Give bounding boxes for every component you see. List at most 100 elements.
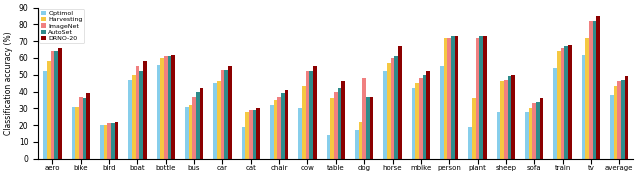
Bar bbox=[224, 70, 228, 159]
Bar bbox=[281, 93, 285, 159]
Bar bbox=[228, 66, 232, 159]
Bar bbox=[160, 58, 164, 159]
Bar bbox=[532, 103, 536, 159]
Bar bbox=[554, 68, 557, 159]
Bar bbox=[540, 98, 543, 159]
Bar bbox=[111, 123, 115, 159]
Bar bbox=[217, 81, 221, 159]
Y-axis label: Classification accuracy (%): Classification accuracy (%) bbox=[4, 31, 13, 135]
Bar bbox=[245, 112, 249, 159]
Bar bbox=[83, 98, 86, 159]
Bar bbox=[383, 71, 387, 159]
Bar bbox=[355, 130, 358, 159]
Bar bbox=[568, 45, 572, 159]
Bar bbox=[338, 88, 341, 159]
Bar bbox=[511, 75, 515, 159]
Bar bbox=[326, 135, 330, 159]
Bar bbox=[582, 55, 586, 159]
Bar bbox=[426, 71, 430, 159]
Bar bbox=[390, 58, 394, 159]
Bar bbox=[72, 107, 75, 159]
Bar bbox=[189, 105, 192, 159]
Bar bbox=[479, 36, 483, 159]
Bar bbox=[309, 71, 313, 159]
Bar bbox=[589, 21, 593, 159]
Bar bbox=[586, 38, 589, 159]
Bar bbox=[362, 78, 366, 159]
Bar bbox=[504, 80, 508, 159]
Bar bbox=[419, 78, 422, 159]
Bar bbox=[157, 65, 160, 159]
Bar bbox=[47, 61, 51, 159]
Bar bbox=[614, 86, 618, 159]
Bar bbox=[43, 71, 47, 159]
Bar bbox=[455, 36, 458, 159]
Bar bbox=[422, 75, 426, 159]
Bar bbox=[497, 112, 500, 159]
Bar bbox=[79, 97, 83, 159]
Bar bbox=[54, 51, 58, 159]
Bar bbox=[618, 81, 621, 159]
Bar bbox=[500, 81, 504, 159]
Bar bbox=[625, 76, 628, 159]
Bar bbox=[415, 83, 419, 159]
Bar bbox=[172, 55, 175, 159]
Bar bbox=[302, 86, 306, 159]
Bar bbox=[557, 51, 561, 159]
Bar bbox=[313, 66, 317, 159]
Bar bbox=[596, 16, 600, 159]
Bar bbox=[274, 100, 277, 159]
Bar bbox=[164, 56, 168, 159]
Bar bbox=[483, 36, 487, 159]
Bar bbox=[621, 80, 625, 159]
Bar bbox=[270, 105, 274, 159]
Bar bbox=[593, 21, 596, 159]
Bar bbox=[51, 51, 54, 159]
Bar bbox=[440, 66, 444, 159]
Bar bbox=[108, 123, 111, 159]
Bar bbox=[221, 70, 224, 159]
Bar bbox=[192, 97, 196, 159]
Bar bbox=[86, 93, 90, 159]
Bar bbox=[249, 110, 253, 159]
Bar bbox=[536, 102, 540, 159]
Bar bbox=[196, 92, 200, 159]
Bar bbox=[213, 83, 217, 159]
Bar bbox=[444, 38, 447, 159]
Bar bbox=[508, 76, 511, 159]
Bar bbox=[306, 71, 309, 159]
Bar bbox=[447, 38, 451, 159]
Bar bbox=[75, 107, 79, 159]
Bar bbox=[277, 97, 281, 159]
Bar bbox=[451, 36, 455, 159]
Bar bbox=[185, 107, 189, 159]
Bar bbox=[561, 48, 564, 159]
Bar bbox=[358, 122, 362, 159]
Bar bbox=[136, 66, 140, 159]
Bar bbox=[253, 110, 256, 159]
Bar bbox=[256, 108, 260, 159]
Bar bbox=[58, 48, 61, 159]
Bar bbox=[370, 97, 373, 159]
Bar bbox=[143, 61, 147, 159]
Bar bbox=[330, 98, 334, 159]
Bar bbox=[610, 95, 614, 159]
Bar bbox=[468, 127, 472, 159]
Bar bbox=[132, 75, 136, 159]
Bar bbox=[476, 38, 479, 159]
Bar bbox=[334, 92, 338, 159]
Bar bbox=[529, 108, 532, 159]
Bar bbox=[412, 88, 415, 159]
Bar bbox=[128, 80, 132, 159]
Bar bbox=[140, 71, 143, 159]
Bar bbox=[115, 122, 118, 159]
Bar bbox=[298, 108, 302, 159]
Bar bbox=[285, 90, 289, 159]
Bar bbox=[394, 56, 398, 159]
Legend: Optimol, Harvesting, ImageNet, AutoSet, DRNO-20: Optimol, Harvesting, ImageNet, AutoSet, … bbox=[40, 9, 84, 43]
Bar bbox=[472, 98, 476, 159]
Bar bbox=[366, 97, 370, 159]
Bar bbox=[241, 127, 245, 159]
Bar bbox=[387, 63, 390, 159]
Bar bbox=[104, 125, 108, 159]
